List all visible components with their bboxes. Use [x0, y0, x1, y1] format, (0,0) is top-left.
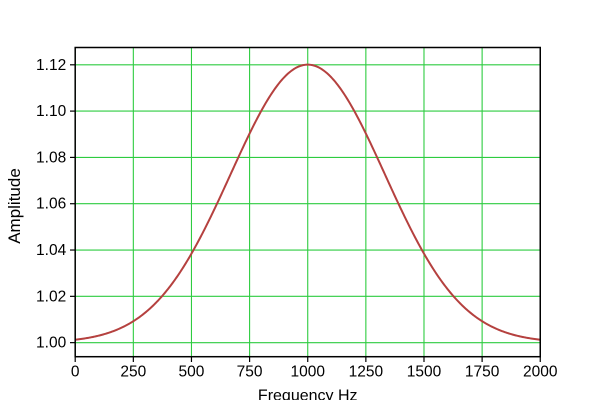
- svg-text:1250: 1250: [349, 364, 384, 381]
- svg-text:1.02: 1.02: [36, 288, 66, 305]
- svg-text:Frequency Hz: Frequency Hz: [258, 388, 358, 400]
- svg-text:1.08: 1.08: [36, 149, 66, 166]
- svg-text:1.10: 1.10: [36, 103, 67, 120]
- svg-text:1.04: 1.04: [36, 242, 67, 259]
- svg-text:1000: 1000: [290, 364, 325, 381]
- svg-text:1.12: 1.12: [36, 57, 66, 74]
- svg-text:1750: 1750: [465, 364, 500, 381]
- svg-text:2000: 2000: [523, 364, 558, 381]
- svg-text:1.06: 1.06: [36, 196, 66, 213]
- svg-text:500: 500: [179, 364, 205, 381]
- svg-text:0: 0: [71, 364, 80, 381]
- svg-text:1500: 1500: [407, 364, 442, 381]
- svg-text:250: 250: [120, 364, 146, 381]
- svg-text:750: 750: [237, 364, 263, 381]
- svg-text:1.00: 1.00: [36, 335, 67, 352]
- svg-text:Amplitude: Amplitude: [5, 168, 24, 244]
